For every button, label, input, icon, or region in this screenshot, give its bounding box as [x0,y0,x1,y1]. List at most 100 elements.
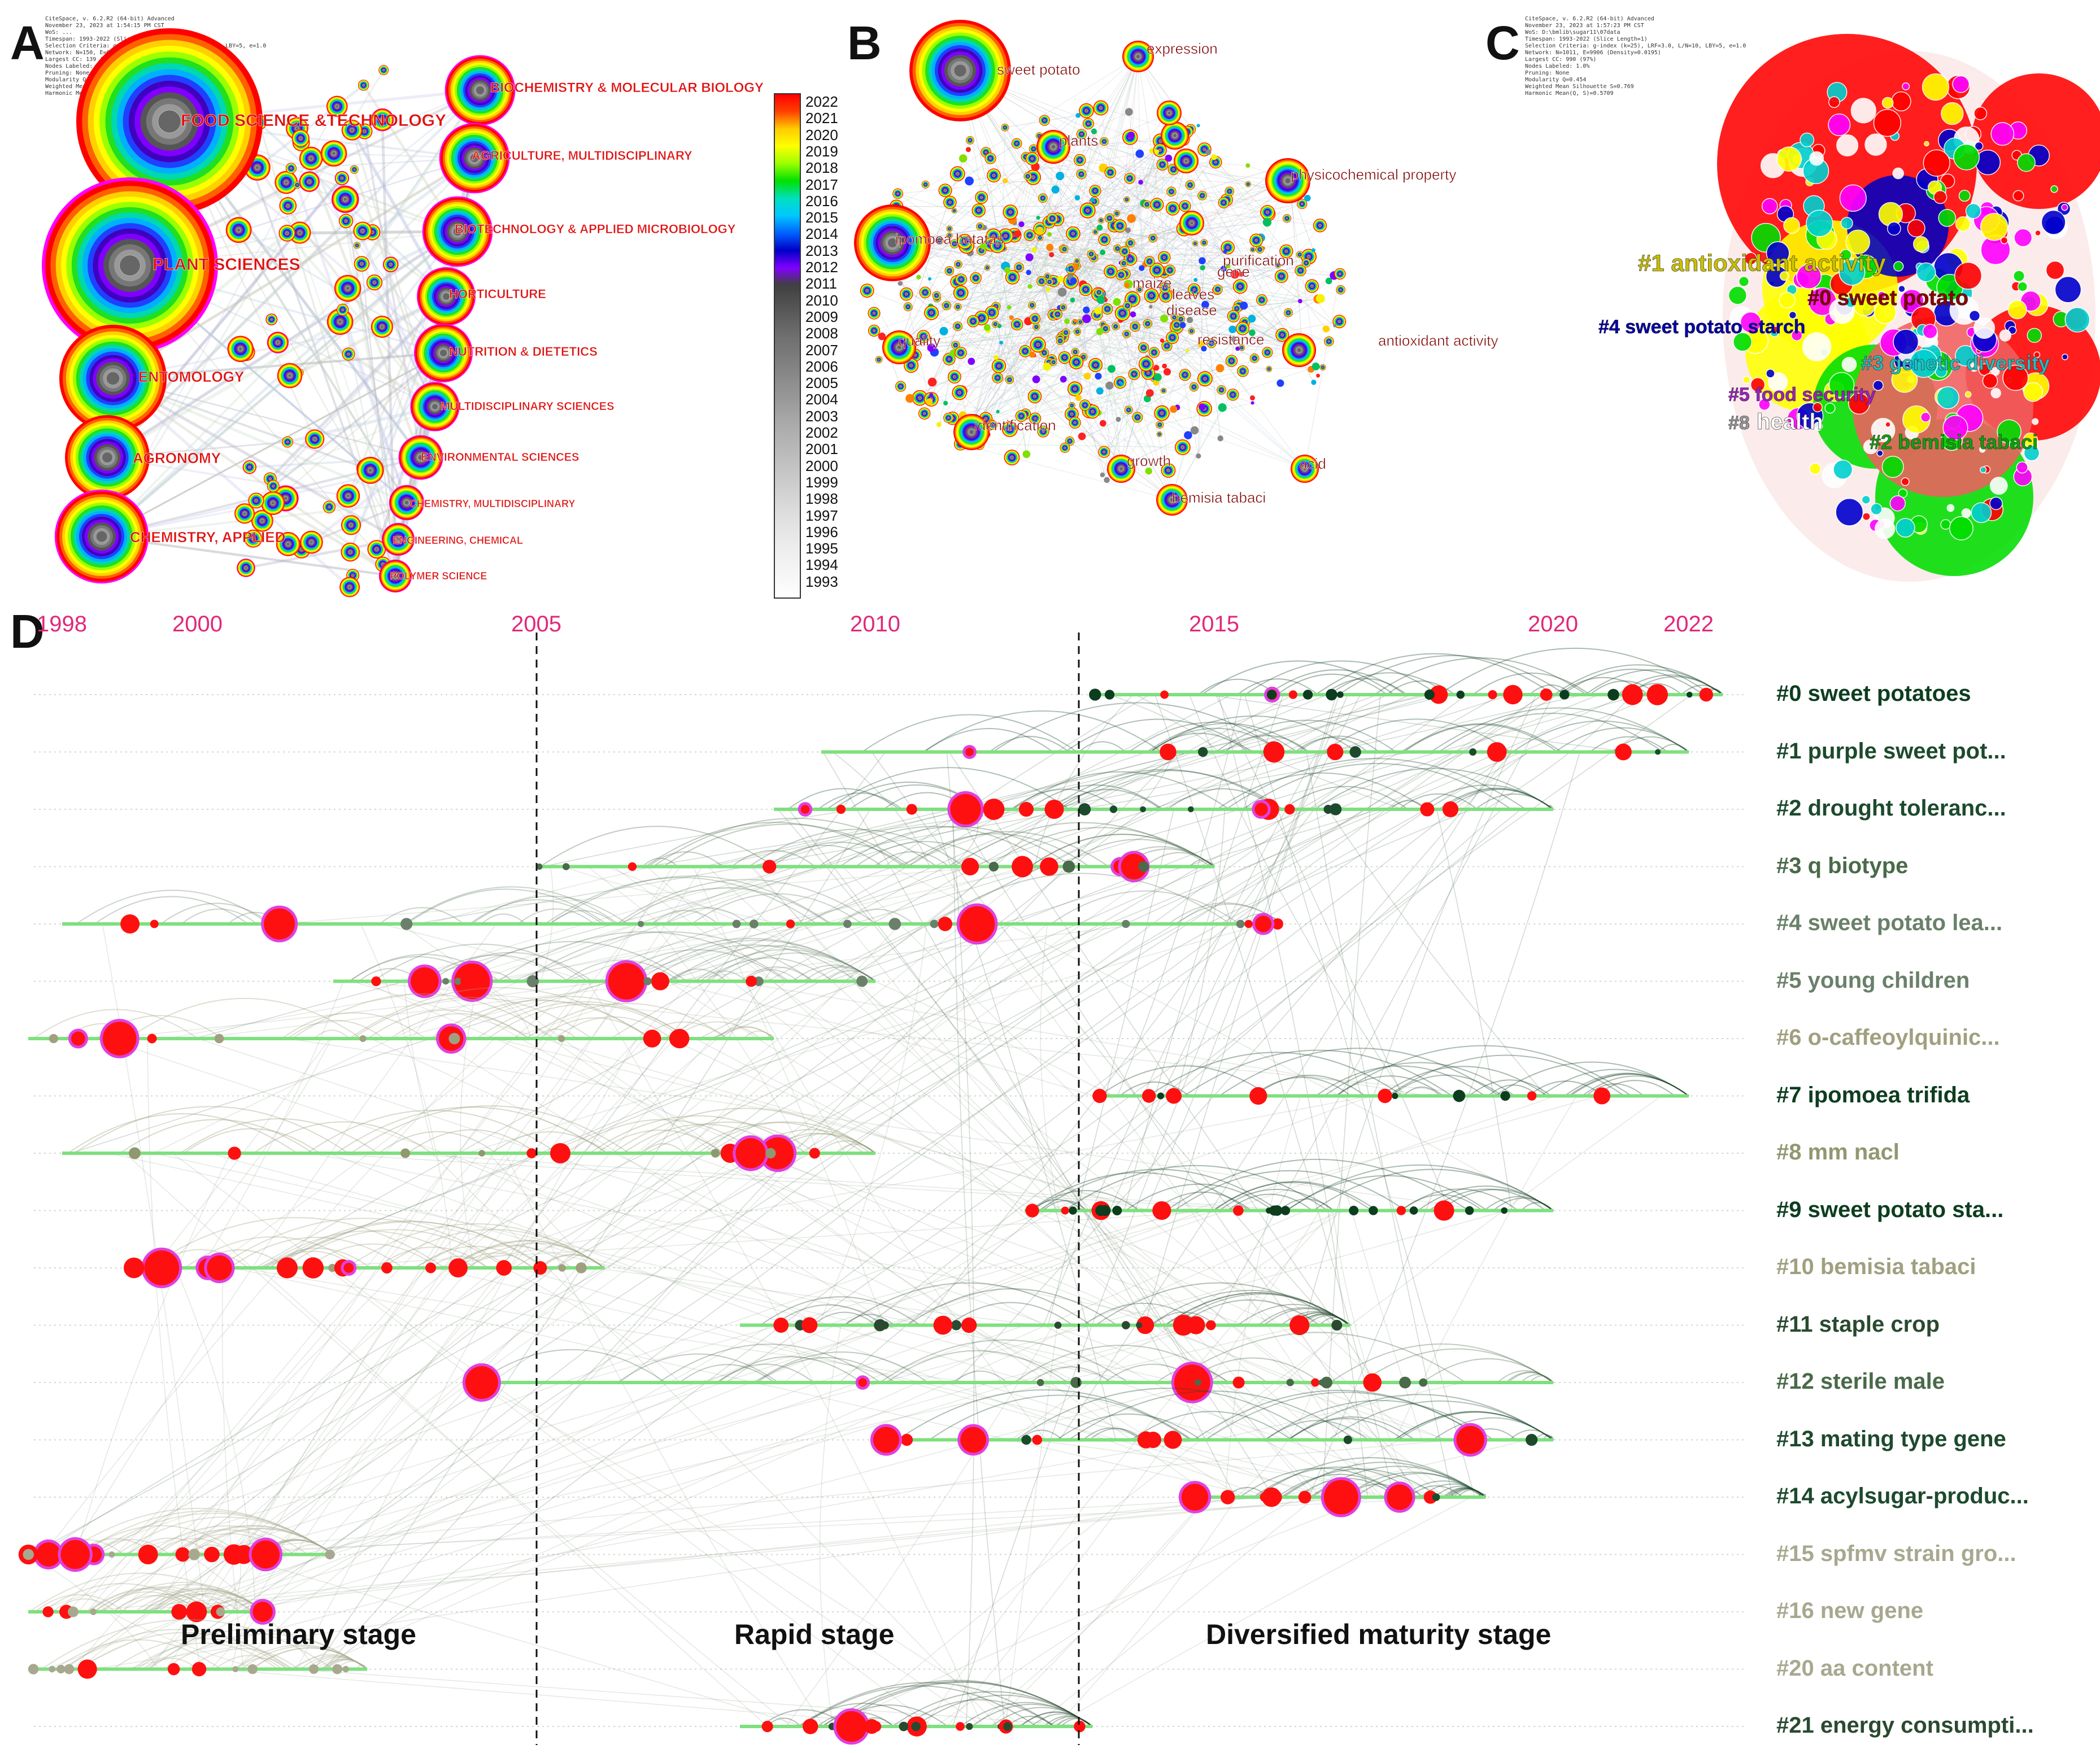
panel-a-small-node [336,303,349,316]
legend-year-label: 2010 [805,291,838,309]
panel-a-label: PLANT SCIENCES [153,255,300,274]
panel-b-small-node [1225,355,1238,367]
panel-letter-c: C [1485,16,1520,69]
legend-year-label: 1998 [805,490,838,508]
panel-a-small-node [225,217,252,243]
panel-a-small-node [242,460,257,474]
panel-a-small-node [261,491,285,515]
panel-a-small-node [305,429,325,449]
panel-a-label: NUTRITION & DIETETICS [449,345,598,359]
panel-b-small-node [912,390,928,406]
timeline-cluster-label: #9 sweet potato sta... [1776,1197,2004,1222]
legend-year-label: 2001 [805,441,838,458]
panel-a-small-node [371,108,394,132]
legend-year-label: 2015 [805,209,838,226]
panel-b-small-node [1256,294,1267,306]
panel-b-small-node [1039,348,1049,357]
panel-a-small-node [251,509,273,532]
legend-year-label: 1993 [805,573,838,590]
panel-a-label: CHEMISTRY, APPLIED [130,529,285,546]
panel-a-label: HORTICULTURE [449,287,546,301]
panel-b-small-node [1113,210,1121,217]
panel-a-small-node [234,503,255,524]
legend-year-label: 2016 [805,192,838,210]
panel-a-small-node [289,221,311,244]
panel-b-small-node [1065,263,1077,274]
panel-a-small-node [366,274,382,291]
panel-a-small-node [382,256,399,273]
stage-label-rapid: Rapid stage [734,1619,895,1650]
panel-a-small-node [341,515,361,535]
panel-a-small-node [326,95,348,117]
timeline-cluster-row [18,1507,335,1572]
panel-a-small-node [276,531,300,556]
panel-a-small-node [339,577,360,598]
panel-b-small-node [1206,338,1217,348]
timeline-year-label: 2000 [172,612,223,636]
timeline-year-label: 2010 [850,612,900,636]
timeline-cluster-row [870,1388,1554,1457]
legend-year-label: 1999 [805,473,838,491]
legend-year-label: 2020 [805,126,838,143]
timeline-cluster-label: #11 staple crop [1776,1311,1940,1337]
panel-a-small-node [326,308,354,335]
legend-year-label: 2000 [805,457,838,474]
legend-year-label: 2008 [805,325,838,342]
legend-year-label: 2012 [805,259,838,276]
timeline-cluster-label: #0 sweet potatoes [1776,681,1971,706]
panel-a-small-node [334,171,350,186]
panel-a-label: ENGINEERING, CHEMICAL [393,535,523,546]
panel-b-small-node [1249,354,1260,363]
panel-a-category-node [410,382,460,431]
panel-a-small-node [346,569,360,582]
timeline-year-label: 1998 [37,612,87,636]
timeline-cluster-label: #16 new gene [1776,1598,1924,1623]
timeline-cluster-label: #7 ipomoea trifida [1776,1082,1970,1107]
panel-a-category-node [414,324,473,382]
panel-a-small-node [336,484,360,508]
timeline-cluster-label: #6 o-caffeoylquinic... [1776,1025,2000,1050]
panel-a-small-node [248,492,264,509]
legend-year-label: 2011 [805,275,837,293]
panel-a-small-node [293,181,301,189]
panel-a-small-nodes [225,65,399,598]
panel-b-small-node [1128,368,1140,380]
panel-a-small-node [291,129,310,147]
timeline-cluster-label: #4 sweet potato lea... [1776,910,2003,935]
legend-year-label: 2005 [805,374,838,392]
panel-b-small-node [951,208,957,214]
panel-a-small-node [356,456,384,484]
panel-a-small-node [358,80,369,91]
panel-a-small-node [320,140,347,167]
panel-b-small-node [1159,289,1173,303]
panel-a-label: FOOD SCIENCE &TECHNOLOGY [181,111,446,130]
panel-a-label: BIOCHEMISTRY & MOLECULAR BIOLOGY [490,80,764,95]
panel-b-small-node [1144,288,1159,303]
year-color-legend: 2022 2021 2020 2019 2018 2017 2016 2015 2014 2013… [774,93,859,599]
timeline-cluster-label: #1 purple sweet pot... [1776,738,2006,764]
panel-letter-b: B [847,16,882,69]
panel-a-label: AGRICULTURE, MULTIDISCIPLINARY [472,149,692,163]
panel-a-small-node [354,256,370,272]
panel-a-small-node [227,335,254,362]
timeline-cluster-label: #12 sterile male [1776,1369,1945,1394]
panel-letter-d: D [10,605,45,658]
timeline-cluster-label: #10 bemisia tabaci [1776,1254,1976,1279]
panel-b-small-node [1305,279,1319,293]
timeline-cluster-label: #15 spfmv strain gro... [1776,1541,2016,1566]
timeline-cluster-label: #5 young children [1776,967,1970,993]
panel-b-small-node [1170,313,1178,321]
timeline-year-label: 2022 [1663,612,1714,636]
panel-a-small-node [331,185,359,213]
panel-b-small-node [970,272,982,284]
legend-year-label: 1995 [805,540,838,557]
legend-year-label: 2014 [805,225,838,243]
panel-a-small-node [371,316,393,338]
panel-b-small-node [1236,321,1250,335]
panel-a-label: BIOTECHNOLOGY & APPLIED MICROBIOLOGY [455,222,736,236]
panel-a-category-node [417,267,476,326]
legend-year-label: 2021 [805,110,838,127]
timeline-cluster-row [740,1282,1350,1336]
panel-b-small-node [918,407,931,420]
